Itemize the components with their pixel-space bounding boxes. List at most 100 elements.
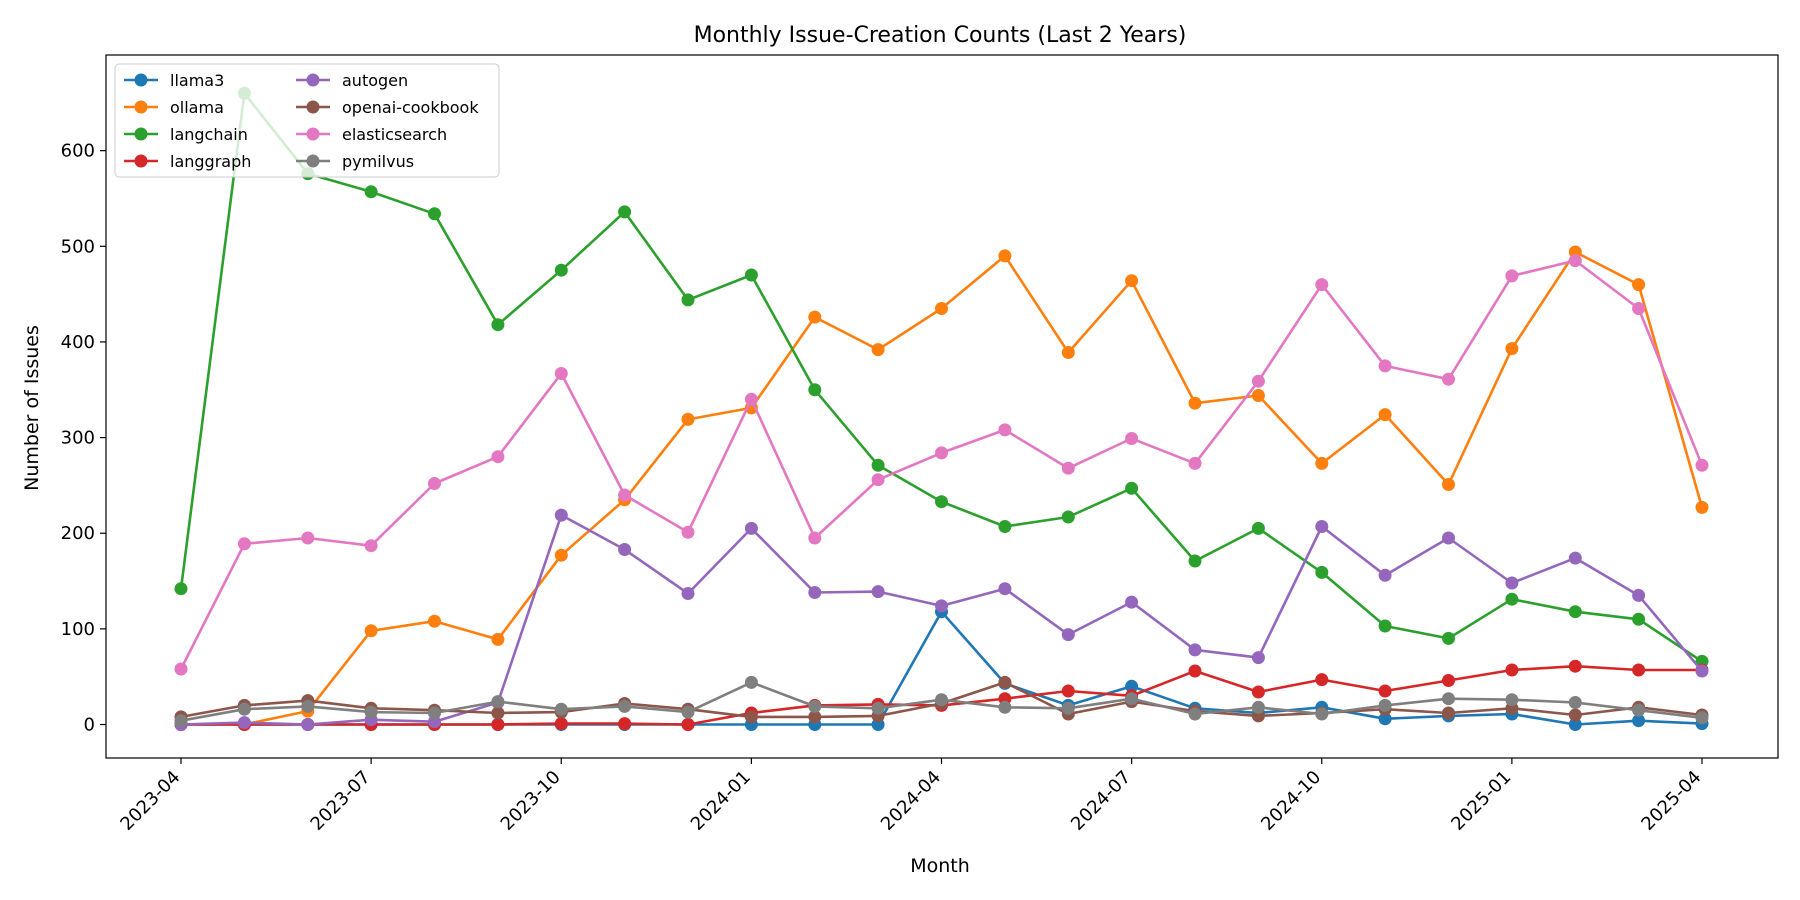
data-point [871,473,885,487]
data-point [808,710,822,724]
data-point [1442,674,1455,687]
data-point [364,705,378,719]
data-point [744,268,758,282]
data-point [1442,372,1455,386]
data-point [935,599,948,613]
data-point [1125,679,1139,693]
legend-marker [134,127,148,141]
data-point [237,537,251,551]
data-point [301,531,315,545]
data-point [1188,396,1202,410]
x-tick-label: 2024-10 [1257,767,1325,835]
y-tick-label: 200 [61,523,95,544]
series-autogen [174,508,1709,731]
data-point [935,693,948,707]
data-point [1695,458,1709,472]
legend-label: elasticsearch [342,125,447,144]
data-point [1505,269,1519,283]
data-point [808,699,822,713]
data-point [744,521,758,535]
data-point [1315,456,1329,470]
data-point [1188,456,1202,470]
legend-label: langchain [170,125,248,144]
data-point [1568,708,1582,722]
data-point [1378,408,1392,422]
data-point [998,700,1012,714]
y-tick-label: 0 [84,715,95,736]
data-point [491,318,505,332]
data-point [744,392,758,406]
data-point [554,548,568,562]
data-point [1568,605,1582,619]
data-point [491,450,505,464]
y-tick-label: 300 [61,428,95,449]
data-point [618,488,632,502]
data-point [1061,684,1075,698]
data-point [1188,707,1202,721]
data-point [1505,592,1519,606]
y-tick-label: 500 [61,236,95,257]
data-point [1505,576,1519,590]
legend-item: langgraph [124,152,251,171]
x-tick-label: 2025-04 [1637,767,1705,835]
legend-label: pymilvus [342,152,414,171]
y-axis-label: Number of Issues [21,325,43,491]
x-tick-label: 2023-10 [497,767,565,835]
legend-item: langchain [124,125,248,144]
data-point [1251,700,1265,714]
legend-label: openai-cookbook [342,98,479,117]
legend-marker [306,154,320,168]
data-point [554,367,568,380]
data-point [1568,718,1582,731]
data-point [998,675,1012,689]
data-point [1125,274,1139,288]
data-point [554,717,568,731]
legend-item: openai-cookbook [296,98,479,117]
data-point [808,383,822,397]
legend-item: pymilvus [296,152,414,171]
data-point [1188,643,1202,657]
data-point [174,714,188,728]
legend-marker [134,73,148,87]
data-point [1568,659,1582,673]
data-point [681,718,695,731]
data-point [174,582,188,596]
data-point [491,718,505,731]
data-point [744,710,758,724]
legend-marker [134,154,148,168]
series-line-autogen [180,513,1703,726]
legend: llama3 ollama langchain langgraph autogen ope… [114,63,500,178]
data-point [1632,302,1646,315]
data-point [1378,359,1392,373]
data-point [1505,663,1519,677]
x-axis-label: Month [910,855,970,877]
data-point [808,310,822,324]
data-point [1695,711,1709,725]
x-axis: 2023-04 2023-07 2023-10 2024-01 2024-04 2024-… [116,758,1706,835]
data-point [1378,712,1392,726]
data-point [1632,703,1646,717]
data-point [1632,612,1646,626]
data-point [1695,664,1709,678]
x-tick-label: 2024-04 [877,767,945,835]
data-point [681,525,695,539]
data-point [1251,521,1265,535]
data-point [618,543,632,556]
series-elasticsearch [174,254,1709,676]
data-point [1315,673,1329,687]
data-point [1568,696,1582,709]
data-point [554,508,568,522]
data-point [681,587,695,600]
legend-marker [306,100,320,114]
y-tick-label: 600 [61,141,95,162]
data-point [428,207,441,221]
data-point [871,585,885,599]
data-point [935,495,948,509]
data-point [1378,568,1392,582]
y-tick-label: 100 [61,619,95,640]
data-point [428,614,441,628]
legend-label: llama3 [170,71,224,90]
data-point [681,412,695,426]
data-point [1061,346,1075,359]
data-point [1061,701,1075,715]
